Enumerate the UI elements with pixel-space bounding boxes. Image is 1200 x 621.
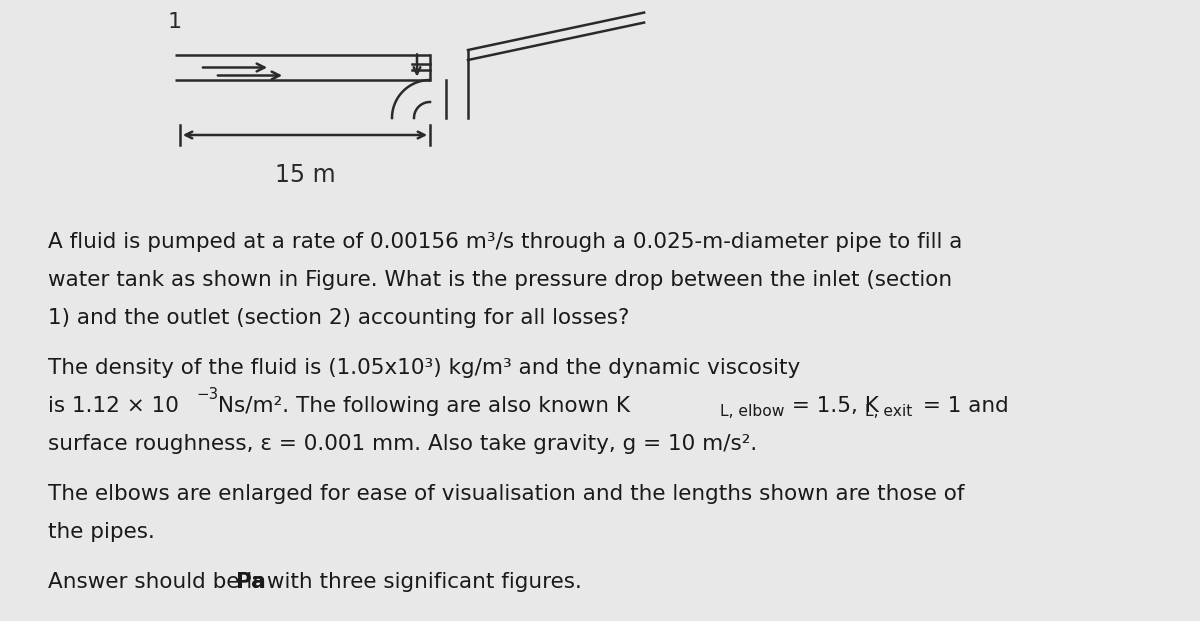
Text: A fluid is pumped at a rate of 0.00156 m³/s through a 0.025-m-diameter pipe to f: A fluid is pumped at a rate of 0.00156 m… [48, 232, 962, 252]
Text: water tank as shown in Figure. What is the pressure drop between the inlet (sect: water tank as shown in Figure. What is t… [48, 270, 952, 290]
Text: = 1 and: = 1 and [916, 396, 1009, 416]
Text: L, exit: L, exit [865, 404, 912, 419]
Text: Answer should be in: Answer should be in [48, 572, 272, 592]
Text: surface roughness, ε = 0.001 mm. Also take gravity, g = 10 m/s².: surface roughness, ε = 0.001 mm. Also ta… [48, 434, 757, 454]
Text: 1: 1 [168, 12, 182, 32]
Text: = 1.5, K: = 1.5, K [785, 396, 878, 416]
Text: Pa: Pa [236, 572, 265, 592]
Text: is 1.12 × 10: is 1.12 × 10 [48, 396, 179, 416]
Text: L, elbow: L, elbow [720, 404, 785, 419]
Text: The density of the fluid is (1.05x10³) kg/m³ and the dynamic viscosity: The density of the fluid is (1.05x10³) k… [48, 358, 800, 378]
Text: with three significant figures.: with three significant figures. [260, 572, 582, 592]
Text: the pipes.: the pipes. [48, 522, 155, 542]
Text: −3: −3 [196, 387, 218, 402]
Text: 1) and the outlet (section 2) accounting for all losses?: 1) and the outlet (section 2) accounting… [48, 308, 629, 328]
Text: The elbows are enlarged for ease of visualisation and the lengths shown are thos: The elbows are enlarged for ease of visu… [48, 484, 965, 504]
Text: 15 m: 15 m [275, 163, 335, 187]
Text: Ns/m². The following are also known K: Ns/m². The following are also known K [211, 396, 630, 416]
